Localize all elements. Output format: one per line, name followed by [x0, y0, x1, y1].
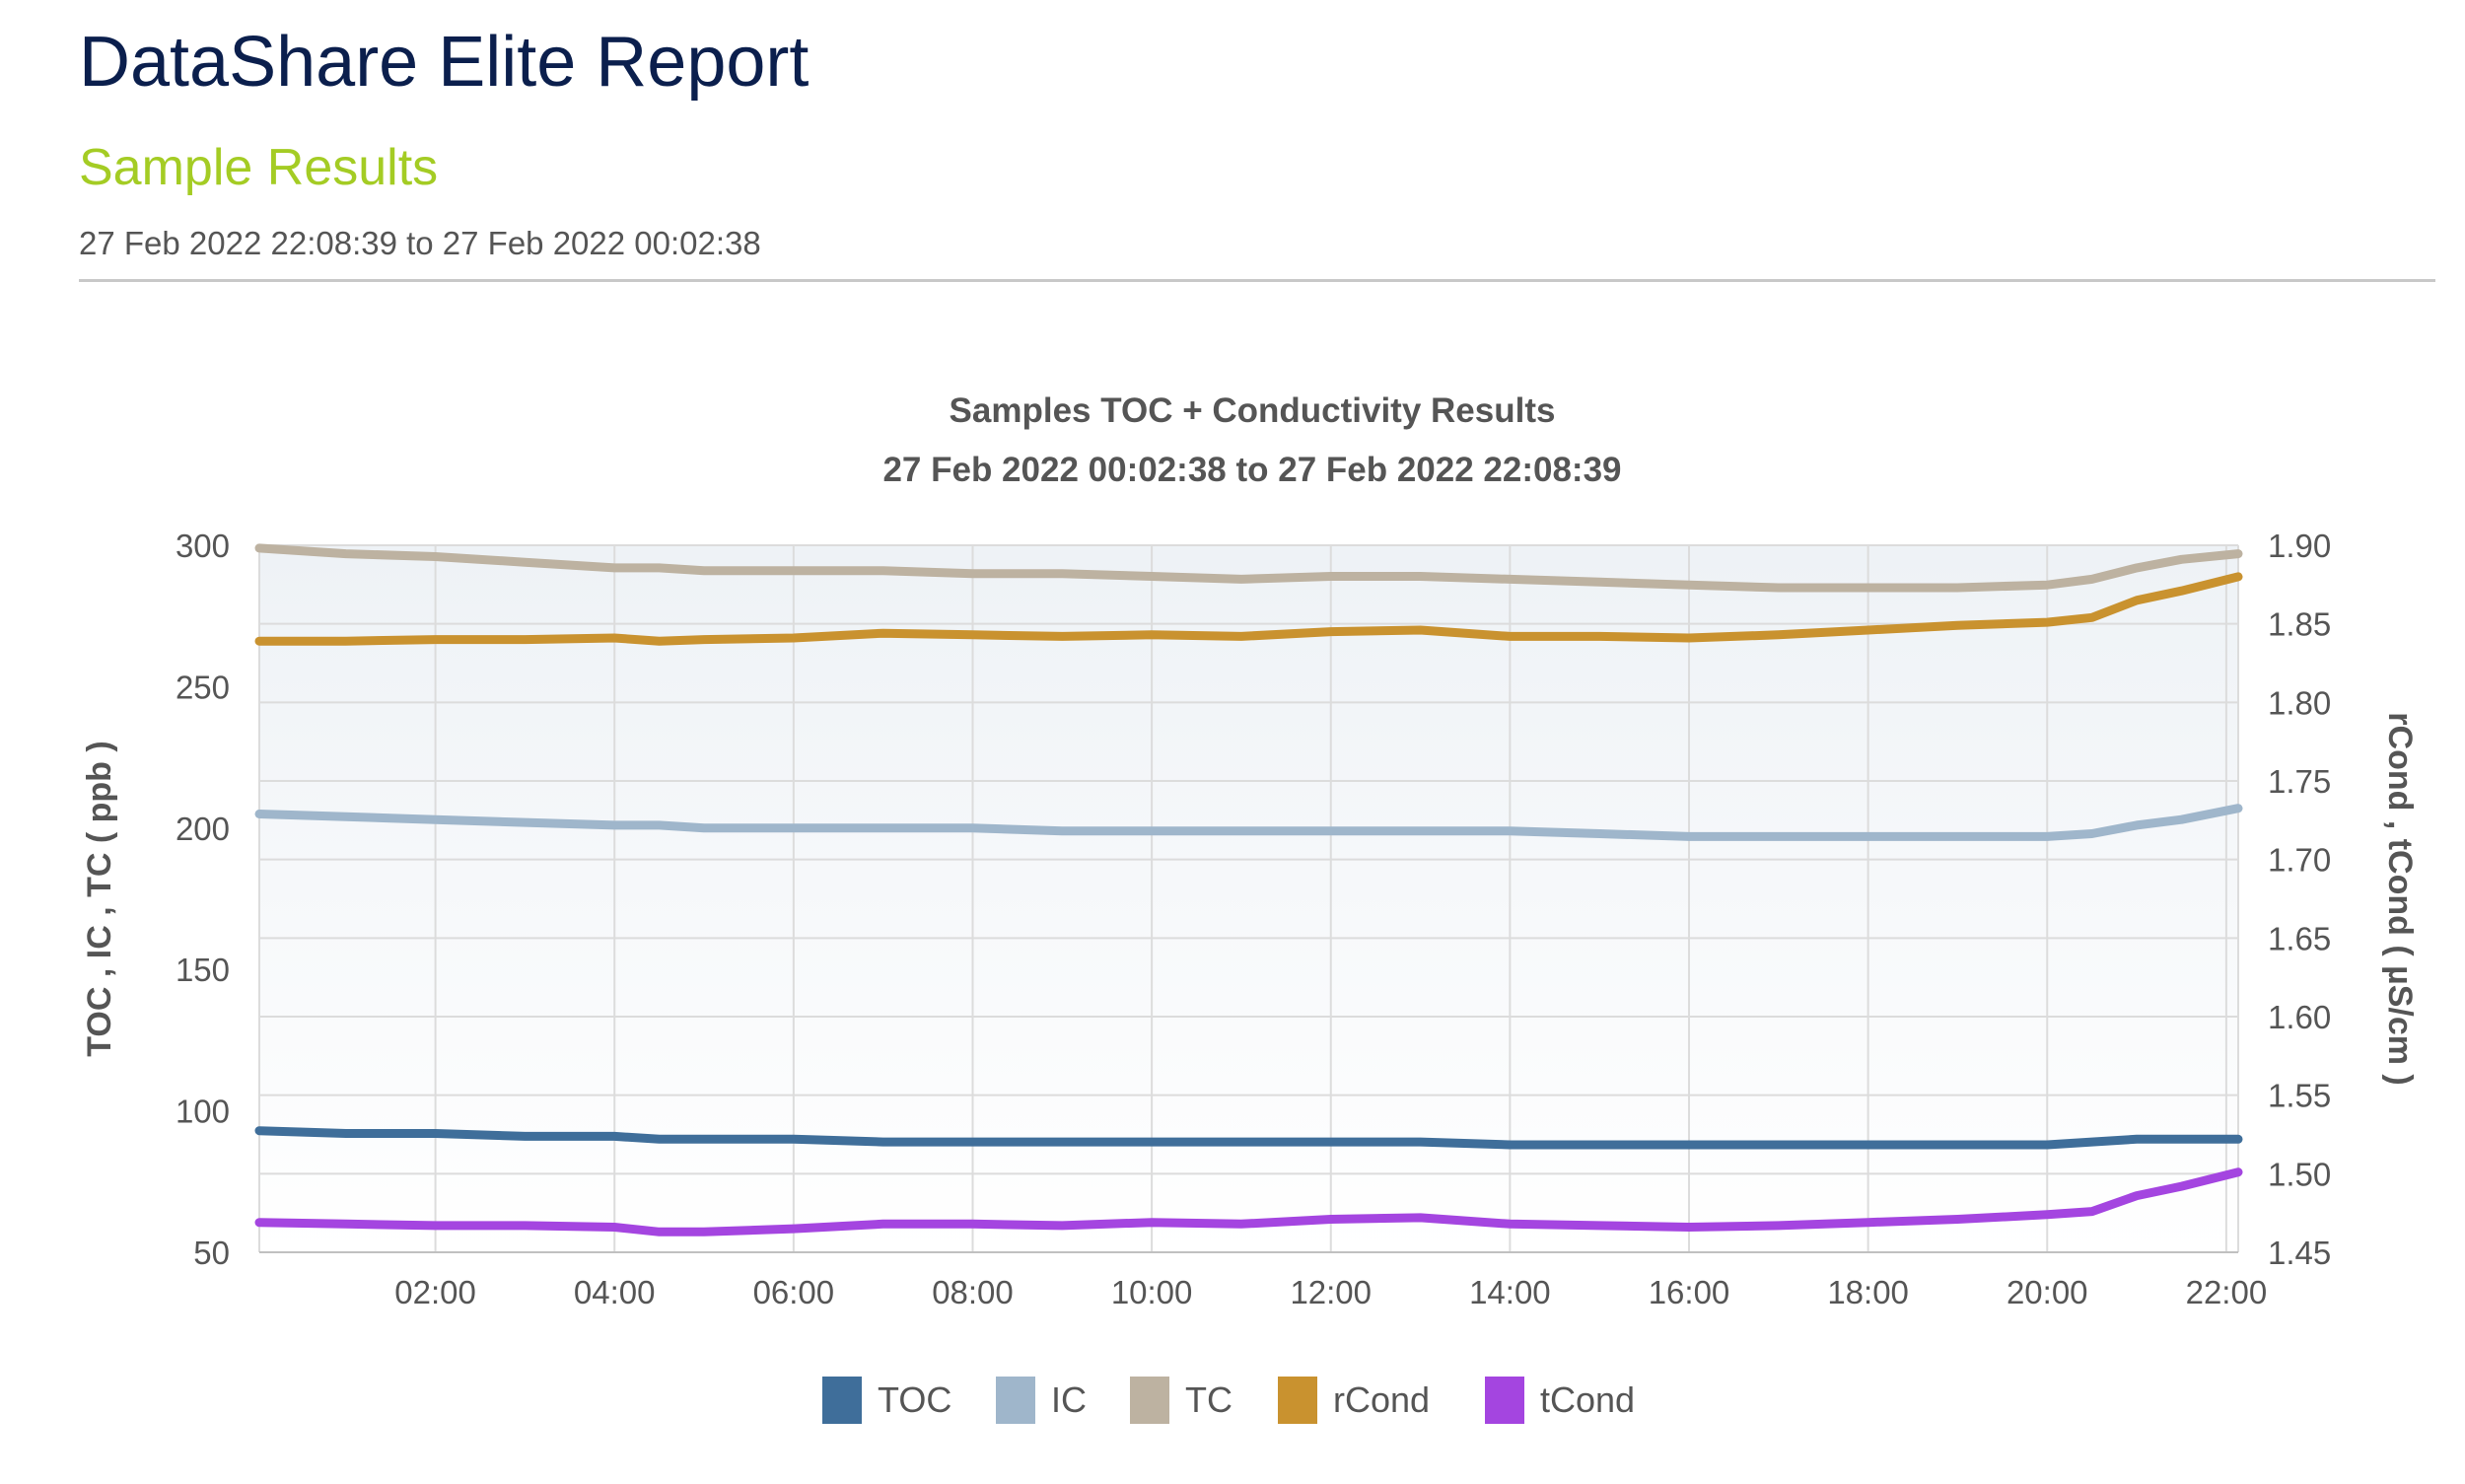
legend-swatch-toc: [822, 1377, 862, 1424]
report-date-range: 27 Feb 2022 22:08:39 to 27 Feb 2022 00:0…: [79, 225, 761, 261]
chart-subtitle: 27 Feb 2022 00:02:38 to 27 Feb 2022 22:0…: [882, 451, 1621, 489]
y-left-tick-label: 300: [176, 528, 230, 564]
x-tick-label: 12:00: [1290, 1274, 1372, 1310]
x-tick-label: 14:00: [1469, 1274, 1551, 1310]
legend-label-toc: TOC: [878, 1379, 951, 1420]
y-right-tick-label: 1.65: [2268, 920, 2331, 956]
y-left-tick-label: 100: [176, 1094, 230, 1130]
report-title: DataShare Elite Report: [79, 23, 810, 102]
header-divider: [79, 279, 2435, 282]
legend-item-toc[interactable]: TOC: [822, 1377, 951, 1424]
x-tick-label: 02:00: [394, 1274, 476, 1310]
x-tick-label: 20:00: [2007, 1274, 2088, 1310]
legend-item-rcond[interactable]: rCond: [1278, 1377, 1430, 1424]
y-right-tick-label: 1.85: [2268, 606, 2331, 643]
legend-swatch-tcond: [1485, 1377, 1524, 1424]
y-right-tick-label: 1.75: [2268, 763, 2331, 800]
x-tick-label: 08:00: [932, 1274, 1014, 1310]
y-left-tick-label: 50: [193, 1235, 230, 1271]
y-right-tick-label: 1.80: [2268, 684, 2331, 721]
chart-title: Samples TOC + Conductivity Results: [950, 391, 1556, 430]
y-left-tick-label: 200: [176, 811, 230, 847]
series-line-tc: [254, 543, 2243, 593]
x-tick-label: 18:00: [1827, 1274, 1909, 1310]
y-right-tick-label: 1.70: [2268, 842, 2331, 879]
legend-label-tcond: tCond: [1540, 1379, 1635, 1420]
series-layer: [254, 543, 2243, 1237]
legend-label-ic: IC: [1051, 1379, 1087, 1420]
chart-container: Samples TOC + Conductivity Results 27 Fe…: [0, 355, 2465, 1479]
legend-label-tc: TC: [1185, 1379, 1232, 1420]
x-tick-label: 22:00: [2186, 1274, 2268, 1310]
y-left-tick-label: 150: [176, 952, 230, 988]
legend-item-ic[interactable]: IC: [996, 1377, 1087, 1424]
legend-swatch-ic: [996, 1377, 1035, 1424]
series-line-toc: [254, 1126, 2243, 1150]
y-left-tick-label: 250: [176, 669, 230, 705]
x-tick-label: 04:00: [574, 1274, 656, 1310]
y-right-tick-label: 1.50: [2268, 1156, 2331, 1192]
axis-layer: 50 100 150 200 250 300 1.45 1.50 1.55 1.60 1.65 1.7…: [81, 528, 2419, 1310]
y-right-tick-label: 1.60: [2268, 999, 2331, 1035]
legend-label-rcond: rCond: [1333, 1379, 1430, 1420]
legend-swatch-rcond: [1278, 1377, 1317, 1424]
x-tick-label: 16:00: [1649, 1274, 1730, 1310]
legend: TOC IC TC rCond tCond: [822, 1377, 1635, 1424]
x-tick-label: 06:00: [753, 1274, 835, 1310]
y-right-tick-label: 1.45: [2268, 1235, 2331, 1271]
legend-swatch-tc: [1130, 1377, 1169, 1424]
series-line-rcond: [254, 572, 2243, 646]
legend-item-tc[interactable]: TC: [1130, 1377, 1232, 1424]
x-tick-label: 10:00: [1111, 1274, 1193, 1310]
y-right-tick-label: 1.90: [2268, 528, 2331, 564]
legend-item-tcond[interactable]: tCond: [1485, 1377, 1635, 1424]
series-line-ic: [254, 804, 2243, 841]
series-line-tcond: [254, 1167, 2243, 1237]
y-left-axis-title: TOC , IC , TC ( ppb ): [81, 741, 118, 1056]
y-right-axis-title: rCond , tCond ( µS/cm ): [2381, 712, 2419, 1085]
y-right-tick-label: 1.55: [2268, 1078, 2331, 1114]
toc-conductivity-chart: Samples TOC + Conductivity Results 27 Fe…: [81, 391, 2419, 1424]
report-subtitle: Sample Results: [79, 139, 439, 196]
